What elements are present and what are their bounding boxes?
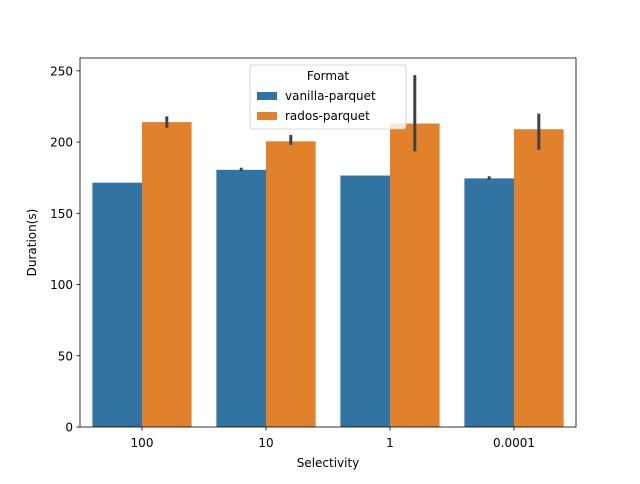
bars-layer <box>92 122 564 427</box>
y-tick-label: 200 <box>50 136 73 150</box>
axes-layer: 0 50 100 150 200 250 100 10 1 0.0001 Selectivity Du… <box>25 57 577 470</box>
y-axis-label: Duration(s) <box>25 209 39 277</box>
bar-vanilla-parquet-0.0001 <box>464 178 514 427</box>
legend-label-rados-parquet: rados-parquet <box>285 109 370 123</box>
y-tick-label: 150 <box>50 207 73 221</box>
y-tick-label: 100 <box>50 278 73 292</box>
legend-swatch-vanilla-parquet <box>257 92 277 100</box>
axes-frame <box>79 57 577 428</box>
y-tick-label: 50 <box>58 349 73 363</box>
bar-vanilla-parquet-1 <box>340 175 390 427</box>
bar-vanilla-parquet-100 <box>92 182 142 427</box>
legend-title: Format <box>307 69 350 83</box>
x-tick-label: 10 <box>258 436 273 450</box>
bar-vanilla-parquet-10 <box>216 169 266 427</box>
x-tick-label: 100 <box>131 436 154 450</box>
legend-swatch-rados-parquet <box>257 112 277 120</box>
legend-box <box>249 64 407 130</box>
bar-rados-parquet-0.0001 <box>514 129 564 427</box>
legend-label-vanilla-parquet: vanilla-parquet <box>285 89 376 103</box>
legend: Format vanilla-parquet rados-parquet <box>249 64 407 130</box>
bar-rados-parquet-100 <box>142 122 192 427</box>
x-tick-label: 0.0001 <box>493 436 535 450</box>
y-tick-label: 250 <box>50 64 73 78</box>
bar-rados-parquet-10 <box>266 141 316 427</box>
y-tick-label: 0 <box>65 421 73 435</box>
x-axis-label: Selectivity <box>297 456 360 470</box>
x-tick-label: 1 <box>386 436 394 450</box>
bar-rados-parquet-1 <box>390 123 440 427</box>
error-bars-layer <box>165 75 541 180</box>
